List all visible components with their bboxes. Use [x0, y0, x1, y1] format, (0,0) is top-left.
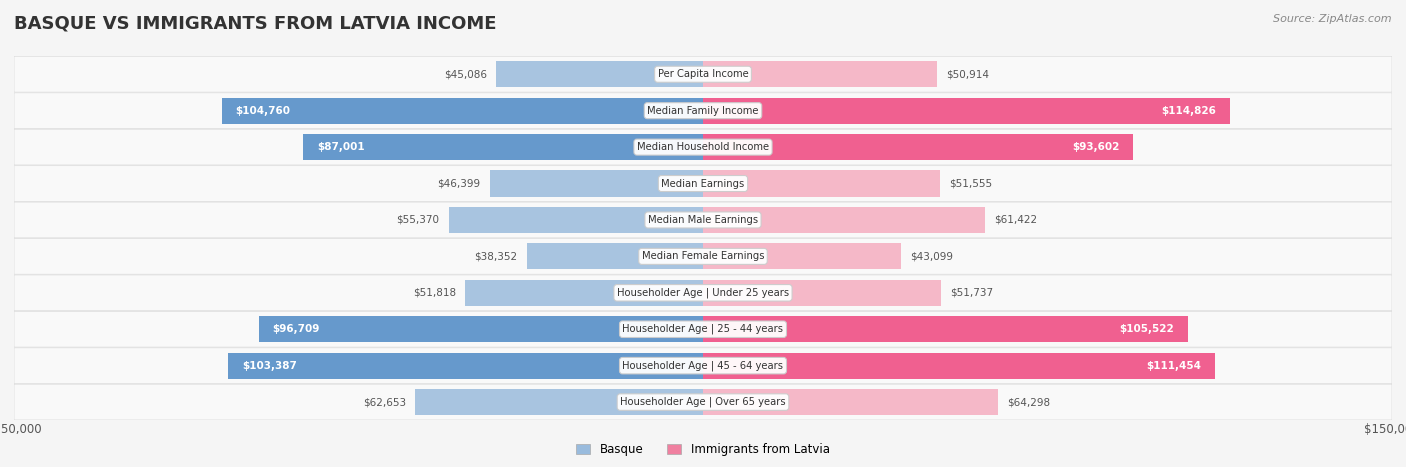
- Bar: [415, 389, 703, 415]
- Text: $51,737: $51,737: [950, 288, 993, 298]
- Bar: [703, 280, 941, 306]
- Bar: [703, 170, 939, 197]
- Bar: [496, 61, 703, 87]
- Text: Householder Age | 45 - 64 years: Householder Age | 45 - 64 years: [623, 361, 783, 371]
- Bar: [489, 170, 703, 197]
- Text: Householder Age | Under 25 years: Householder Age | Under 25 years: [617, 288, 789, 298]
- Text: $103,387: $103,387: [242, 361, 297, 371]
- Text: $43,099: $43,099: [910, 251, 953, 262]
- Text: Median Earnings: Median Earnings: [661, 178, 745, 189]
- Text: $61,422: $61,422: [994, 215, 1038, 225]
- Text: Per Capita Income: Per Capita Income: [658, 69, 748, 79]
- Legend: Basque, Immigrants from Latvia: Basque, Immigrants from Latvia: [571, 437, 835, 462]
- Text: $104,760: $104,760: [236, 106, 291, 116]
- Text: Householder Age | Over 65 years: Householder Age | Over 65 years: [620, 397, 786, 407]
- FancyBboxPatch shape: [14, 275, 1392, 311]
- Bar: [703, 243, 901, 269]
- Text: $62,653: $62,653: [363, 397, 406, 407]
- Text: Source: ZipAtlas.com: Source: ZipAtlas.com: [1274, 14, 1392, 24]
- FancyBboxPatch shape: [14, 129, 1392, 165]
- Text: $114,826: $114,826: [1161, 106, 1216, 116]
- Text: $38,352: $38,352: [475, 251, 517, 262]
- Text: BASQUE VS IMMIGRANTS FROM LATVIA INCOME: BASQUE VS IMMIGRANTS FROM LATVIA INCOME: [14, 14, 496, 32]
- Text: Median Household Income: Median Household Income: [637, 142, 769, 152]
- Bar: [703, 389, 998, 415]
- Bar: [703, 316, 1188, 342]
- Text: $51,818: $51,818: [413, 288, 456, 298]
- FancyBboxPatch shape: [14, 166, 1392, 201]
- FancyBboxPatch shape: [14, 348, 1392, 383]
- Bar: [304, 134, 703, 160]
- Text: Median Female Earnings: Median Female Earnings: [641, 251, 765, 262]
- FancyBboxPatch shape: [14, 93, 1392, 128]
- Bar: [259, 316, 703, 342]
- Bar: [703, 61, 936, 87]
- Text: $51,555: $51,555: [949, 178, 993, 189]
- Bar: [703, 134, 1133, 160]
- Bar: [703, 98, 1230, 124]
- Text: $87,001: $87,001: [318, 142, 364, 152]
- Text: Median Male Earnings: Median Male Earnings: [648, 215, 758, 225]
- Text: Median Family Income: Median Family Income: [647, 106, 759, 116]
- Text: $105,522: $105,522: [1119, 324, 1174, 334]
- Bar: [449, 207, 703, 233]
- FancyBboxPatch shape: [14, 239, 1392, 274]
- FancyBboxPatch shape: [14, 384, 1392, 420]
- Bar: [527, 243, 703, 269]
- Text: $46,399: $46,399: [437, 178, 481, 189]
- Bar: [465, 280, 703, 306]
- Bar: [222, 98, 703, 124]
- Text: $64,298: $64,298: [1008, 397, 1050, 407]
- Text: $50,914: $50,914: [946, 69, 988, 79]
- Bar: [703, 207, 986, 233]
- Text: $111,454: $111,454: [1146, 361, 1201, 371]
- Text: $93,602: $93,602: [1071, 142, 1119, 152]
- Text: Householder Age | 25 - 44 years: Householder Age | 25 - 44 years: [623, 324, 783, 334]
- FancyBboxPatch shape: [14, 57, 1392, 92]
- Bar: [228, 353, 703, 379]
- FancyBboxPatch shape: [14, 202, 1392, 238]
- Text: $45,086: $45,086: [444, 69, 486, 79]
- Text: $96,709: $96,709: [273, 324, 321, 334]
- FancyBboxPatch shape: [14, 311, 1392, 347]
- Bar: [703, 353, 1215, 379]
- Text: $55,370: $55,370: [396, 215, 440, 225]
